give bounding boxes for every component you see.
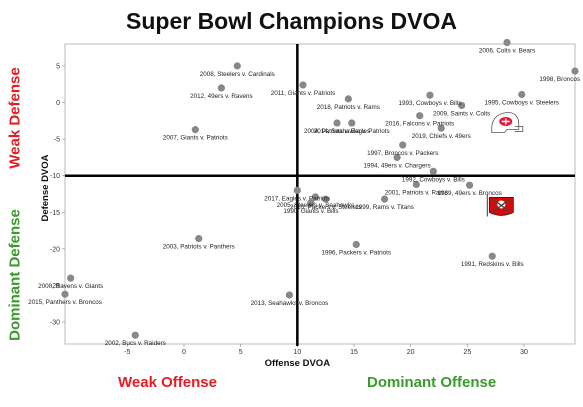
data-point <box>293 186 301 194</box>
data-point <box>518 90 526 99</box>
data-point <box>352 240 360 249</box>
x-tick-label: 25 <box>463 349 471 356</box>
data-point <box>61 290 69 298</box>
data-point <box>344 95 352 103</box>
data-point <box>299 81 307 89</box>
dominant-defense-label: Dominant Defense <box>6 209 24 341</box>
data-point <box>67 274 75 282</box>
point-label: 2016, Falcons v. Patriots <box>385 121 454 128</box>
point-label: 1994, 49ers v. Chargers <box>364 162 431 169</box>
data-point <box>217 84 225 92</box>
point-label: 2012, 49ers v. Ravens <box>190 93 253 100</box>
data-point <box>285 291 293 299</box>
point-label: 1993, Cowboys v. Bills <box>398 100 461 107</box>
weak-offense-label: Weak Offense <box>118 374 217 391</box>
chiefs-logo-icon <box>491 112 524 133</box>
point-label: 2001, Patriots v. Rams <box>385 189 448 196</box>
data-point <box>307 199 315 207</box>
y-tick-label: 0 <box>56 100 60 107</box>
y-tick-label: -20 <box>50 246 60 253</box>
point-label: 1997, Broncos v. Packers <box>367 150 438 157</box>
data-point <box>348 119 356 127</box>
x-tick-label: 20 <box>407 349 415 356</box>
point-label: 2015, Panthers v. Broncos <box>28 299 102 306</box>
x-axis-title: Offense DVOA <box>265 358 331 369</box>
point-label: 2011, Giants v. Patriots <box>271 90 336 97</box>
x-tick-label: 10 <box>293 349 301 356</box>
y-tick-label: -30 <box>50 320 60 327</box>
data-point <box>416 112 424 120</box>
point-label: 2009, Saints v. Colts <box>433 110 490 117</box>
y-tick-label: 5 <box>56 63 60 70</box>
data-point <box>393 153 401 162</box>
point-label: 2010, Packers v. Steelers <box>290 204 361 211</box>
point-label: 2019, Chiefs v. 49ers <box>412 133 471 140</box>
data-point <box>399 141 407 149</box>
x-tick-label: 30 <box>520 349 528 356</box>
buccaneers-logo-icon <box>486 194 514 217</box>
point-label: 1998, Broncos <box>539 76 580 83</box>
data-point <box>458 101 466 110</box>
point-label: 1992, Cowboys v. Bills <box>402 176 465 183</box>
point-label: 2007, Giants v. Patriots <box>163 135 228 142</box>
data-point <box>195 235 203 243</box>
point-label: 1995, Cowboys v. Steelers <box>485 99 559 106</box>
data-point <box>488 252 496 260</box>
data-point <box>131 331 139 339</box>
weak-defense-label: Weak Defense <box>6 67 24 169</box>
point-label: 2017, Eagles v. Patriots <box>264 195 330 202</box>
data-point <box>311 193 320 201</box>
data-point <box>333 119 341 127</box>
data-point <box>503 38 511 47</box>
data-point <box>412 180 420 189</box>
x-tick-label: 0 <box>182 349 186 356</box>
point-label: 1990, Giants v. Bills <box>283 208 338 215</box>
point-label: 2003, Patriots v. Panthers <box>163 244 235 251</box>
plot-frame <box>64 43 576 345</box>
data-point <box>322 195 330 203</box>
point-label: 1996, Packers v. Patriots <box>322 249 392 256</box>
facemask <box>514 125 524 132</box>
y-axis-title: Defense DVOA <box>40 154 51 221</box>
y-tick-label: -15 <box>50 210 60 217</box>
point-label: 2005, Steelers v. Seahawks <box>277 202 355 209</box>
point-label: 2000, Ravens v. Giants <box>38 283 103 290</box>
data-point <box>233 62 241 70</box>
point-label: 2006, Colts v. Bears <box>479 48 535 55</box>
point-label: 2002, Bucs v. Raiders <box>105 340 166 347</box>
data-point <box>191 126 199 134</box>
y-tick-label: -10 <box>50 173 60 180</box>
point-label: 1989, 49ers v. Broncos <box>437 190 501 197</box>
kc-mark <box>501 118 510 125</box>
x-tick-label: 5 <box>239 349 243 356</box>
data-point <box>426 91 434 99</box>
point-label: 2014, Seahawks v. Patriots <box>314 128 390 135</box>
point-label: 2008, Steelers v. Cardinals <box>200 71 275 78</box>
y-tick-label: -25 <box>50 283 60 290</box>
x-tick-label: -5 <box>124 349 130 356</box>
point-label: 1999, Rams v. Titans <box>355 204 414 211</box>
x-tick-label: 15 <box>350 349 358 356</box>
point-label: 2004, Patriots v. Eagles <box>304 128 370 135</box>
data-point <box>437 124 445 132</box>
data-point <box>429 167 437 175</box>
chart-title: Super Bowl Champions DVOA <box>126 8 457 34</box>
point-label: 2013, Seahawks v. Broncos <box>251 300 329 307</box>
point-label: 2018, Patriots v. Rams <box>317 104 380 111</box>
crossed-swords <box>492 198 510 212</box>
y-tick-label: -5 <box>54 137 60 144</box>
data-point <box>381 195 389 203</box>
point-label: 1991, Redskins v. Bills <box>461 261 524 268</box>
data-point <box>466 181 474 189</box>
dominant-offense-label: Dominant Offense <box>367 374 497 391</box>
data-point <box>571 67 579 75</box>
